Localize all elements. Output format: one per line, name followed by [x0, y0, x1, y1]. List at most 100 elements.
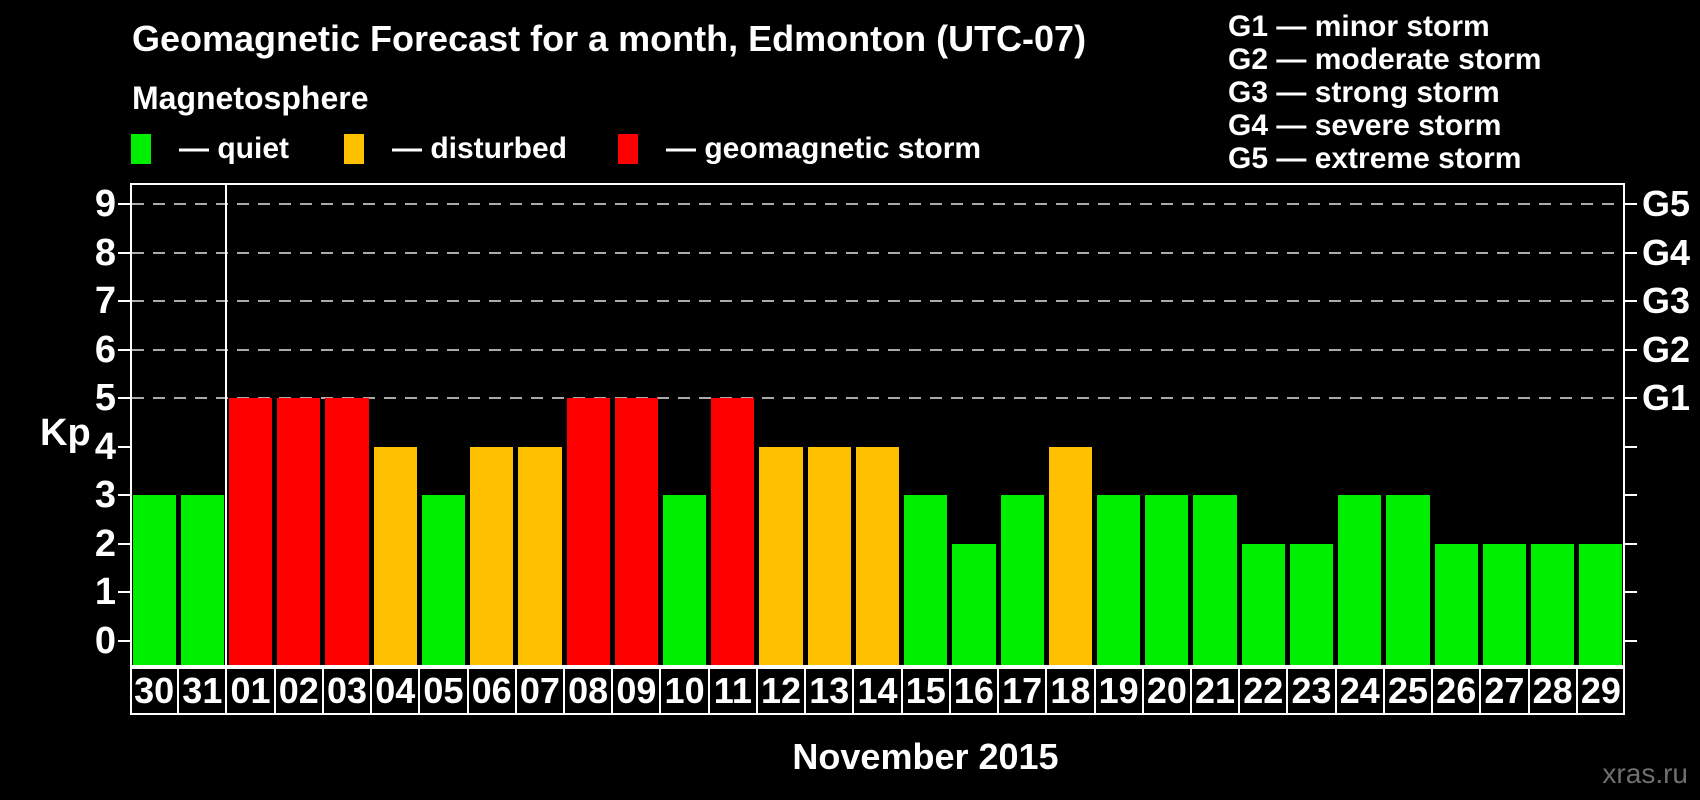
kp-bar-day-21	[1193, 495, 1237, 665]
g-level-label: G5	[1642, 183, 1691, 225]
day-label-21: 21	[1195, 670, 1236, 711]
y-axis-tick-right	[1625, 203, 1637, 206]
y-tick-label: 6	[94, 328, 116, 371]
legend-item-quiet: — quiet	[131, 132, 289, 165]
day-label-10: 10	[664, 670, 705, 711]
y-axis-tick-right	[1625, 300, 1637, 303]
kp-bar-day-07	[518, 446, 562, 665]
kp-axis-label: Kp	[40, 412, 91, 454]
y-tick-label: 8	[94, 231, 116, 274]
day-cell-separator	[1334, 669, 1337, 713]
kp-bar-day-18	[1048, 446, 1092, 665]
gridline-kp-7	[132, 300, 1623, 303]
day-label-29: 29	[1580, 670, 1621, 711]
kp-bar-day-28	[1531, 543, 1575, 665]
storm-scale-legend: G1 — minor storm G2 — moderate storm G3 …	[1228, 10, 1541, 175]
month-separator-line	[225, 185, 228, 665]
day-label-11: 11	[713, 670, 752, 711]
gridline-kp-6	[132, 348, 1623, 351]
g-level-label: G4	[1642, 231, 1691, 273]
day-label-17: 17	[1002, 670, 1043, 711]
day-label-01: 01	[230, 670, 271, 711]
gridline-kp-9	[132, 203, 1623, 206]
day-cell-separator	[1286, 669, 1289, 713]
g2-legend-line: G2 — moderate storm	[1228, 43, 1542, 76]
y-axis-tick-right	[1625, 494, 1637, 497]
y-axis-tick-right	[1625, 348, 1637, 351]
day-label-08: 08	[568, 670, 609, 711]
day-label-02: 02	[278, 670, 319, 711]
day-cell-separator	[1238, 669, 1241, 713]
day-label-23: 23	[1291, 670, 1332, 711]
y-tick-label: 1	[94, 571, 116, 614]
day-cell-separator	[563, 669, 566, 713]
y-axis-tick-left	[118, 639, 130, 642]
gridline-kp-5	[132, 397, 1623, 400]
day-label-05: 05	[423, 670, 464, 711]
kp-bar-day-29	[1579, 543, 1623, 665]
kp-bar-day-17	[1000, 495, 1044, 665]
month-label: November 2015	[792, 736, 1059, 777]
y-tick-label: 0	[94, 619, 116, 662]
day-cell-separator	[1527, 669, 1530, 713]
day-cell-separator	[1045, 669, 1048, 713]
y-tick-label: 9	[94, 183, 116, 226]
kp-bar-day-03	[325, 398, 369, 665]
page-title: Geomagnetic Forecast for a month, Edmont…	[132, 18, 1087, 59]
y-axis-tick-left	[118, 397, 130, 400]
day-cell-separator	[900, 669, 903, 713]
kp-bar-day-19	[1097, 495, 1141, 665]
g-level-label: G3	[1642, 280, 1691, 322]
legend-label-quiet: — quiet	[179, 132, 289, 165]
g5-legend-line: G5 — extreme storm	[1228, 142, 1522, 175]
day-cell-separator	[1479, 669, 1482, 713]
g-level-label: G2	[1642, 328, 1691, 370]
quiet-swatch-icon	[131, 134, 151, 164]
y-axis-tick-left	[118, 348, 130, 351]
legend-item-storm: — geomagnetic storm	[618, 132, 981, 165]
legend-label-disturbed: — disturbed	[392, 132, 568, 165]
day-cell-separator	[707, 669, 710, 713]
y-axis-tick-left	[118, 494, 130, 497]
y-axis-tick-left	[118, 445, 130, 448]
y-axis-tick-left	[118, 203, 130, 206]
y-axis-tick-right	[1625, 445, 1637, 448]
y-tick-label: 3	[94, 474, 116, 517]
legend-item-disturbed: — disturbed	[344, 132, 568, 165]
kp-bar-day-02	[277, 398, 321, 665]
day-label-04: 04	[375, 670, 416, 711]
day-cell-separator	[659, 669, 662, 713]
y-axis-tick-left	[118, 251, 130, 254]
g3-legend-line: G3 — strong storm	[1228, 76, 1500, 109]
magnetosphere-label: Magnetosphere	[132, 80, 369, 116]
day-label-12: 12	[761, 670, 802, 711]
kp-bar-day-30	[132, 495, 176, 665]
kp-bar-day-12	[759, 446, 803, 665]
day-label-25: 25	[1387, 670, 1428, 711]
day-label-06: 06	[471, 670, 512, 711]
kp-bar-day-20	[1145, 495, 1189, 665]
day-cell-separator	[611, 669, 614, 713]
day-label-16: 16	[953, 670, 994, 711]
day-label-03: 03	[326, 670, 368, 711]
day-label-07: 07	[519, 670, 560, 711]
day-cell-separator	[1189, 669, 1192, 713]
storm-swatch-icon	[618, 134, 638, 164]
day-cell-separator	[177, 669, 180, 713]
kp-bar-day-06	[470, 446, 514, 665]
y-tick-label: 7	[94, 280, 116, 323]
day-cell-separator	[948, 669, 951, 713]
kp-bar-day-10	[662, 495, 707, 665]
kp-bar-day-11	[711, 398, 755, 665]
day-cell-separator	[1575, 669, 1578, 713]
day-label-09: 09	[616, 670, 657, 711]
kp-bar-day-27	[1482, 543, 1527, 665]
day-cell-separator	[466, 669, 469, 713]
day-label-15: 15	[905, 670, 946, 711]
day-cell-separator	[1093, 669, 1096, 713]
g4-legend-line: G4 — severe storm	[1228, 109, 1502, 142]
day-cell-separator	[273, 669, 276, 713]
y-axis-tick-right	[1625, 639, 1637, 642]
y-axis-tick-right	[1625, 251, 1637, 254]
day-cell-separator	[370, 669, 373, 713]
